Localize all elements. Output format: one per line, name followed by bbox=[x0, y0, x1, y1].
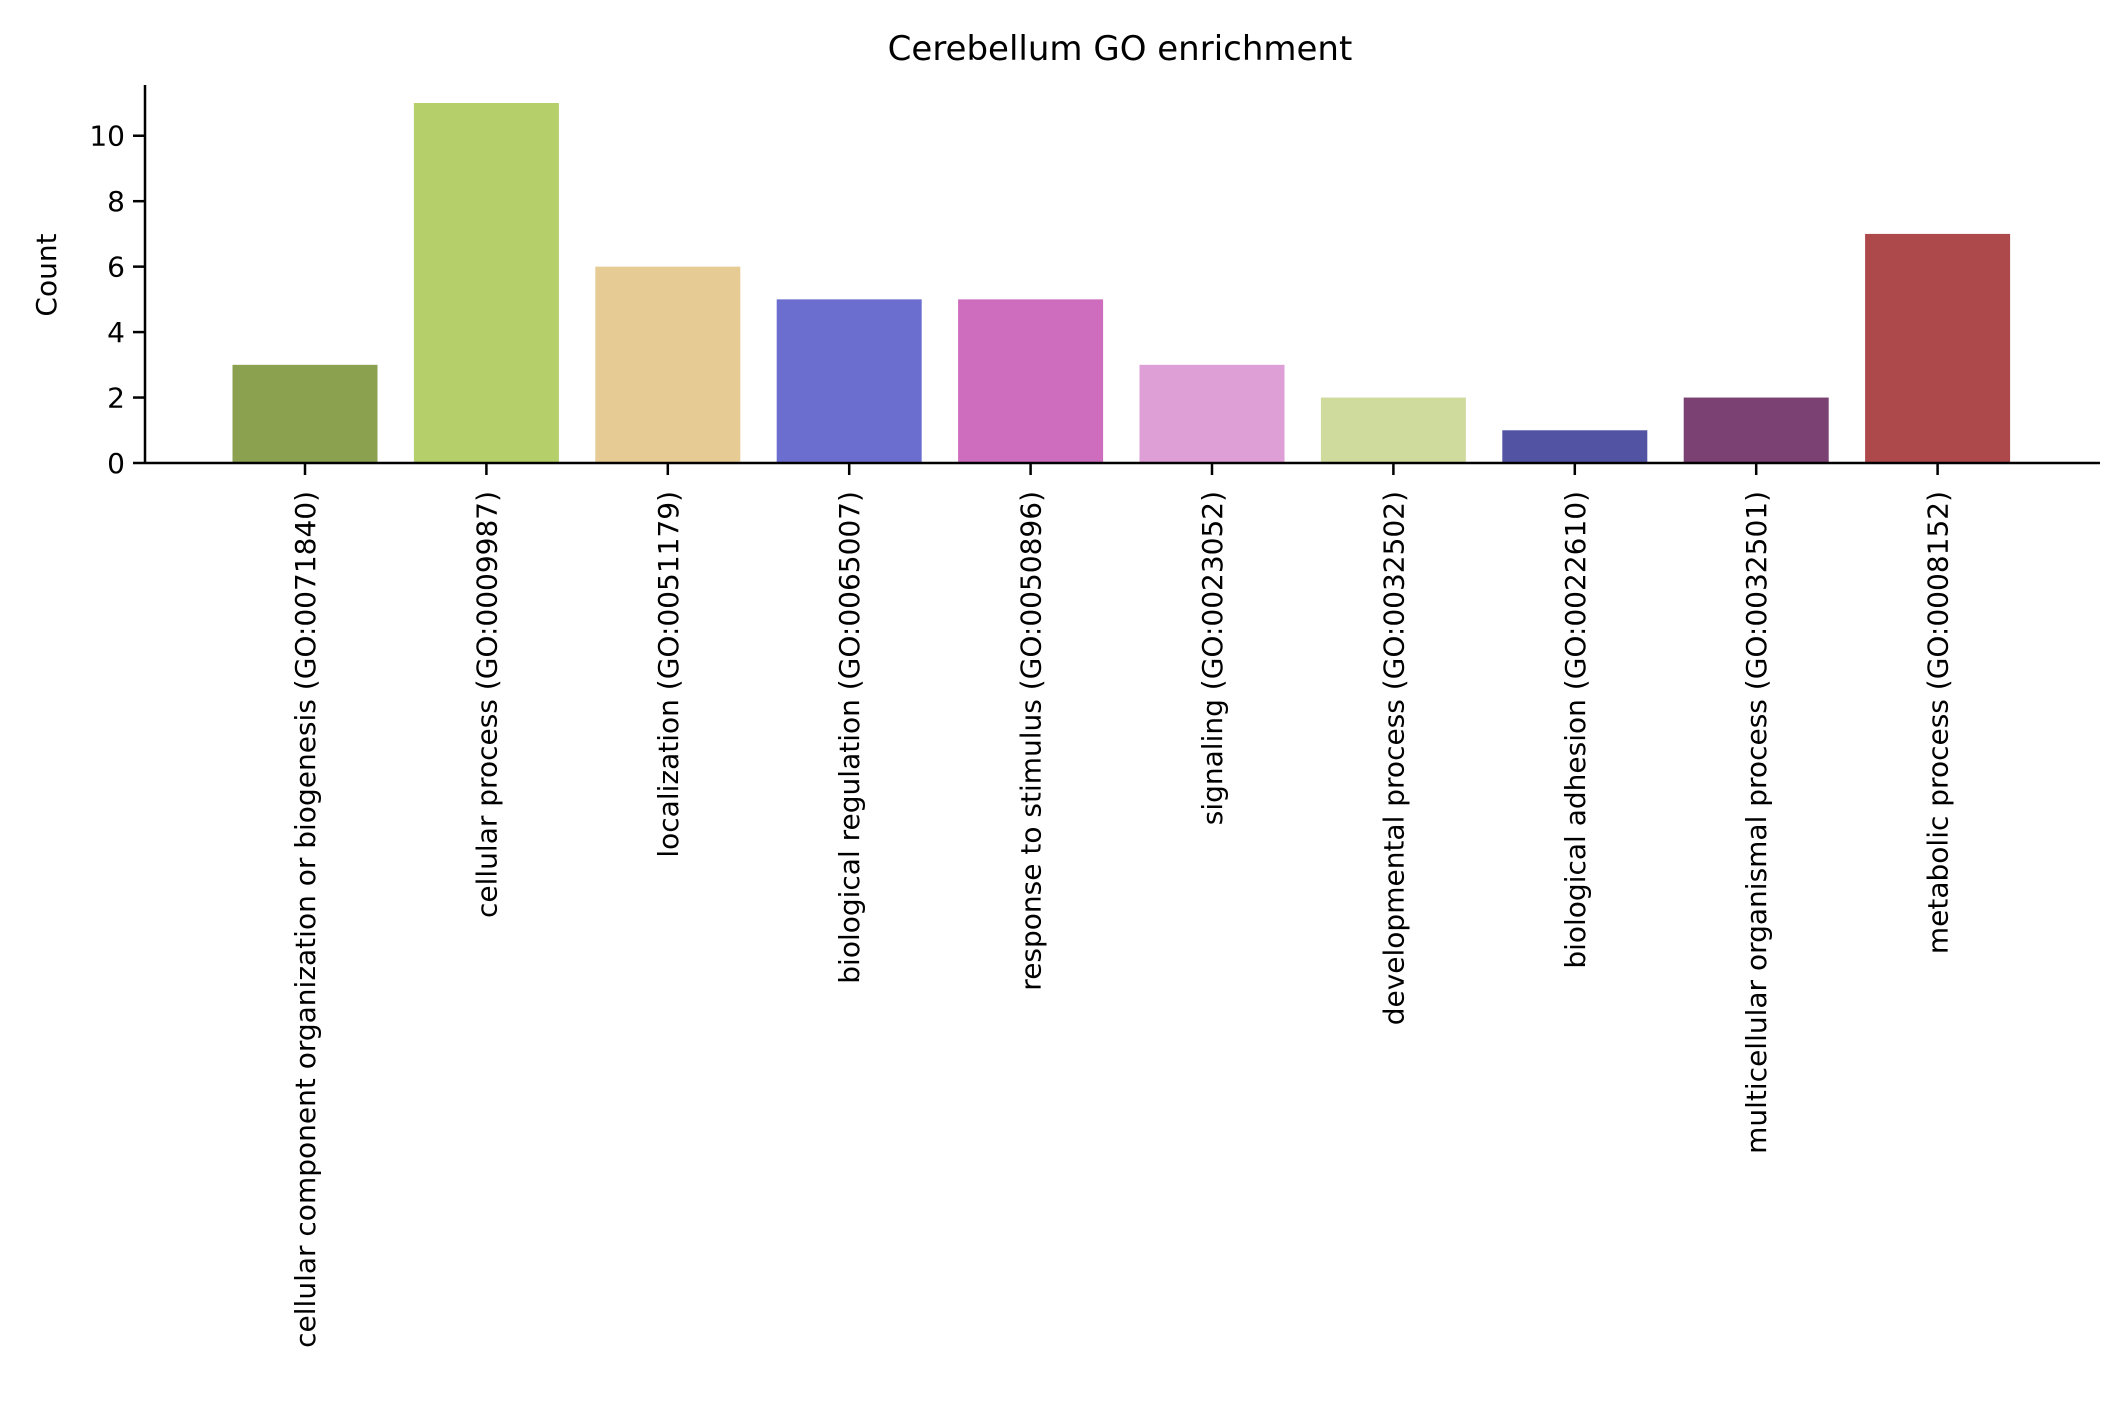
x-tick-label-1: cellular process (GO:0009987) bbox=[470, 491, 503, 918]
bar-7 bbox=[1502, 430, 1648, 463]
y-tick-label-1: 2 bbox=[107, 382, 125, 415]
bar-5 bbox=[1139, 364, 1285, 463]
y-axis-label: Count bbox=[30, 233, 63, 316]
bar-2 bbox=[595, 266, 741, 463]
y-tick-label-4: 8 bbox=[107, 185, 125, 218]
x-tick-label-6: developmental process (GO:0032502) bbox=[1377, 491, 1410, 1025]
y-tick-label-5: 10 bbox=[89, 120, 125, 153]
bar-8 bbox=[1683, 397, 1829, 463]
bar-9 bbox=[1865, 233, 2011, 463]
x-tick-label-2: localization (GO:0051179) bbox=[652, 491, 685, 858]
x-tick-label-0: cellular component organization or bioge… bbox=[289, 491, 322, 1348]
chart-title: Cerebellum GO enrichment bbox=[888, 29, 1353, 69]
bar-6 bbox=[1320, 397, 1466, 463]
x-tick-label-8: multicellular organismal process (GO:003… bbox=[1740, 491, 1773, 1154]
bar-4 bbox=[958, 299, 1104, 463]
x-tick-label-9: metabolic process (GO:0008152) bbox=[1922, 491, 1955, 954]
x-axis-ticks: cellular component organization or bioge… bbox=[289, 463, 1955, 1348]
bar-3 bbox=[776, 299, 922, 463]
bar-1 bbox=[413, 103, 559, 463]
x-tick-label-4: response to stimulus (GO:0050896) bbox=[1015, 491, 1048, 991]
y-tick-label-2: 4 bbox=[107, 316, 125, 349]
x-tick-label-5: signaling (GO:0023052) bbox=[1196, 491, 1229, 825]
bars-group bbox=[232, 103, 2011, 463]
x-tick-label-3: biological regulation (GO:0065007) bbox=[833, 491, 866, 984]
x-tick-label-7: biological adhesion (GO:0022610) bbox=[1559, 491, 1592, 969]
bar-0 bbox=[232, 364, 378, 463]
y-tick-label-3: 6 bbox=[107, 251, 125, 284]
y-axis-ticks: 0 2 4 6 8 10 bbox=[89, 120, 145, 480]
y-tick-label-0: 0 bbox=[107, 447, 125, 480]
